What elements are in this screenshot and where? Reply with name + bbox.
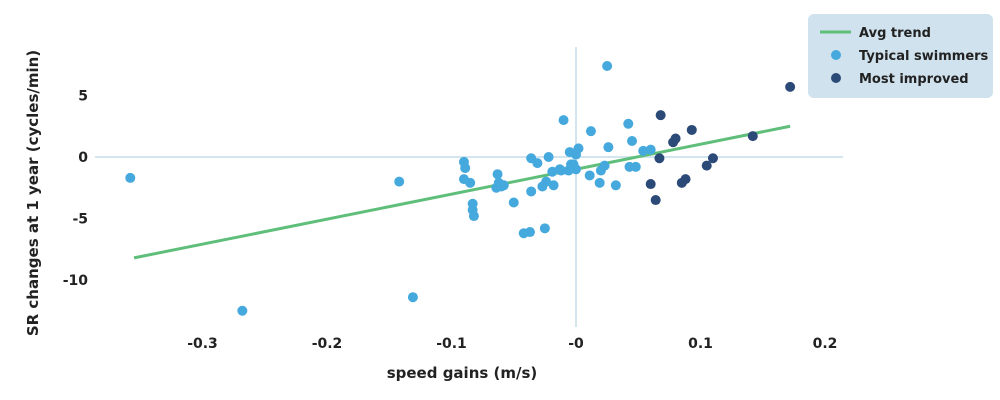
x-tick-label: 0.2 [813, 336, 838, 352]
typical-swimmer-point [599, 160, 610, 171]
x-tick-label: 0.1 [688, 336, 713, 352]
most-improved-point [650, 195, 661, 206]
x-axis-title: speed gains (m/s) [387, 364, 538, 382]
most-improved-point [785, 81, 796, 92]
typical-swimmer-point [603, 142, 614, 153]
x-tick-label: -0.3 [187, 336, 218, 352]
most-improved-point [747, 131, 758, 142]
x-tick-label: -0 [568, 336, 584, 352]
typical-swimmer-point [556, 165, 567, 176]
most-improved-point [680, 174, 691, 185]
typical-swimmer-point [594, 177, 605, 188]
legend-typical-swatch [831, 50, 841, 60]
typical-swimmer-point [584, 170, 595, 181]
x-tick-labels: -0.3 -0.2 -0.1 -0 0.1 0.2 [187, 336, 837, 352]
legend-typical-label: Typical swimmers [859, 49, 989, 64]
typical-swimmer-point [638, 145, 649, 156]
y-axis-title: SR changes at 1 year (cycles/min) [24, 50, 42, 336]
typical-swimmer-point [541, 176, 552, 187]
typical-swimmer-point [623, 118, 634, 129]
typical-swimmer-point [627, 136, 638, 147]
typical-swimmer-point [610, 180, 621, 191]
legend: Avg trend Typical swimmers Most improved [808, 14, 993, 98]
typical-swimmer-point [543, 152, 554, 162]
x-tick-label: -0.2 [312, 336, 343, 352]
most-improved-point [670, 133, 681, 144]
typical-swimmer-point [573, 143, 584, 154]
typical-swimmer-point [468, 211, 479, 222]
y-tick-labels: 5 0 -5 -10 [63, 89, 89, 290]
y-tick-label: -10 [63, 273, 89, 289]
typical-swimmer-point [492, 169, 503, 180]
typical-swimmer-point [465, 177, 476, 188]
trend-line [133, 124, 791, 260]
most-improved-point [645, 179, 656, 190]
most-improved-point [701, 160, 712, 171]
typical-swimmer-point [539, 223, 550, 234]
zero-lines [95, 47, 843, 327]
typical-swimmer-point [645, 144, 656, 155]
typical-swimmer-point [558, 115, 569, 126]
typical-swimmer-point [407, 292, 418, 303]
typical-swimmer-point [125, 172, 136, 183]
typical-swimmer-point [548, 180, 559, 191]
typical-swimmer-point [532, 158, 543, 169]
y-tick-label: -5 [72, 212, 88, 228]
typical-swimmer-point [602, 60, 613, 71]
legend-trend-label: Avg trend [859, 26, 931, 41]
x-tick-label: -0.1 [436, 336, 467, 352]
y-tick-label: 5 [78, 89, 88, 105]
typical-swimmer-point [524, 227, 535, 238]
most-improved-point [654, 153, 665, 164]
most-improved-point [655, 110, 666, 121]
typical-swimmer-point [526, 186, 537, 197]
typical-swimmer-point [571, 164, 581, 175]
points-layer [125, 60, 796, 316]
typical-swimmer-point [585, 126, 596, 137]
typical-swimmer-point [498, 180, 509, 191]
typical-swimmer-point [394, 176, 405, 187]
typical-swimmer-point [460, 163, 471, 174]
y-tick-label: 0 [78, 150, 88, 166]
typical-swimmer-point [508, 197, 519, 208]
most-improved-point [707, 153, 718, 164]
legend-improved-swatch [831, 73, 841, 83]
typical-swimmer-point [630, 161, 641, 172]
typical-swimmer-point [237, 305, 248, 316]
legend-background [808, 14, 993, 98]
trend-layer [133, 124, 791, 260]
most-improved-point [686, 124, 697, 135]
legend-improved-label: Most improved [859, 72, 969, 87]
